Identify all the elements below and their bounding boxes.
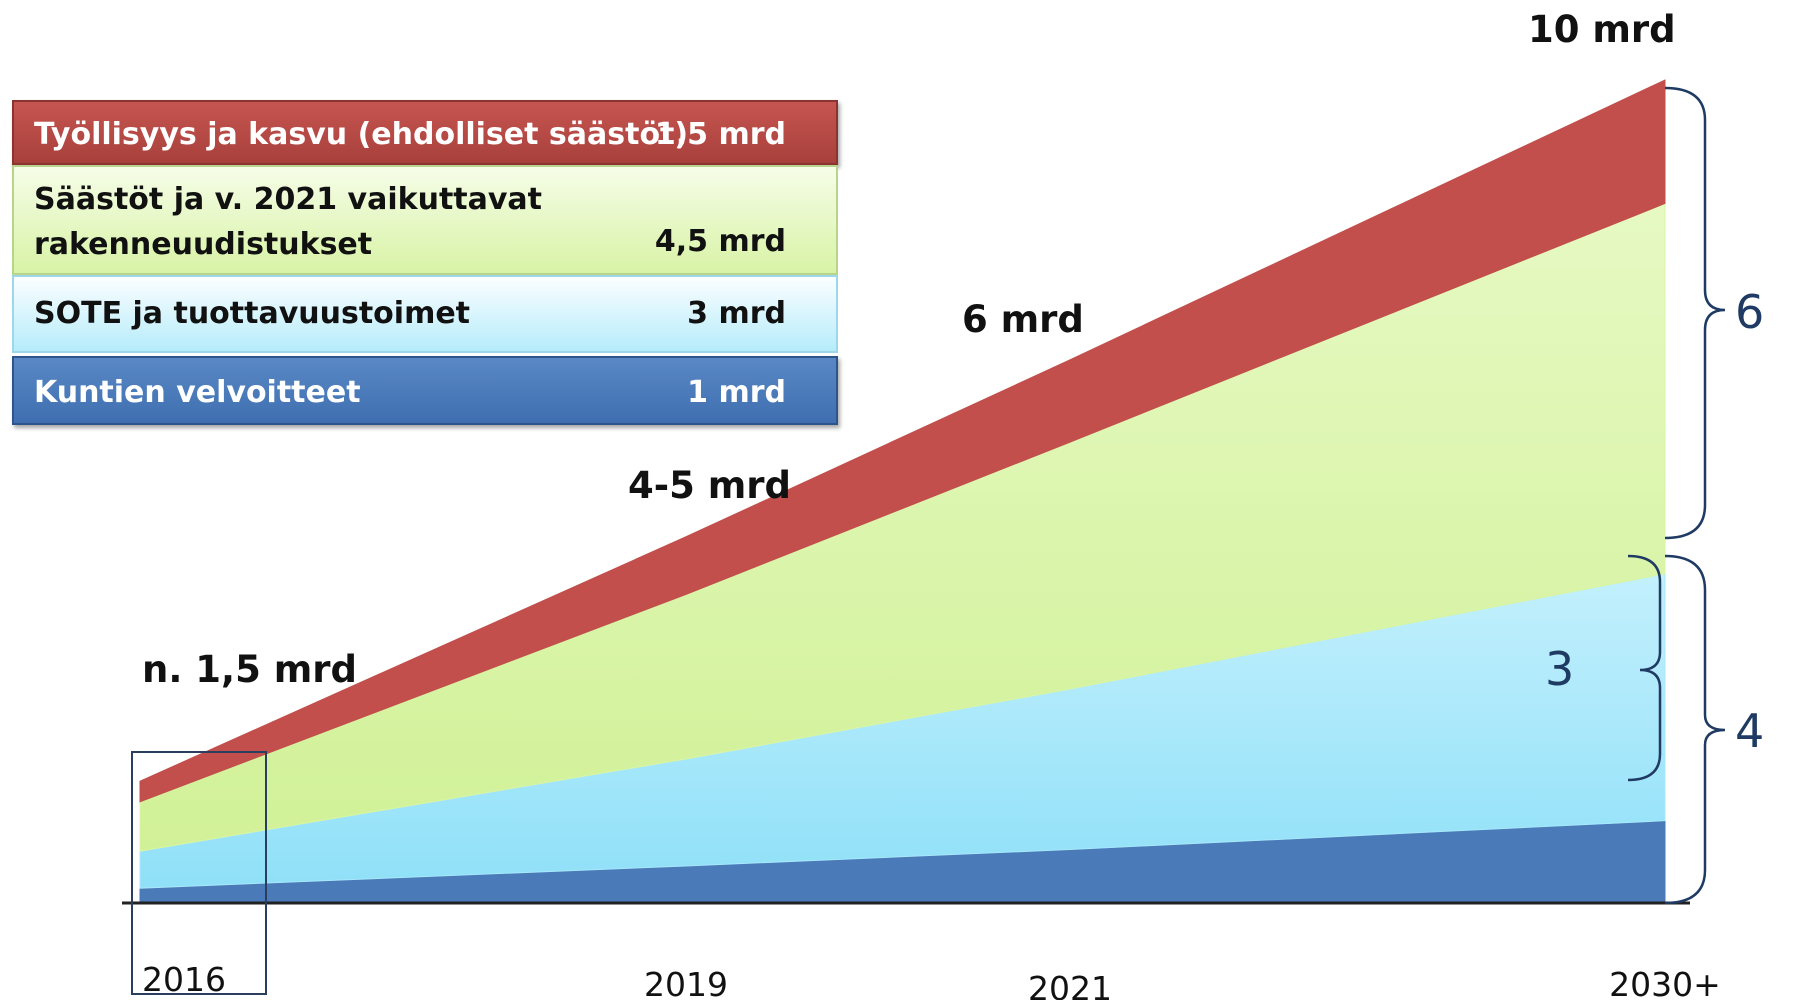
legend-box: Työllisyys ja kasvu (ehdolliset säästöt)… [12,100,838,425]
legend-value: 3 mrd [687,296,786,331]
area-layers [139,79,1666,904]
legend-label: SOTE ja tuottavuustoimet [34,296,471,331]
highlight-box-2016 [131,751,267,995]
legend-label: Kuntien velvoitteet [34,375,361,410]
x-axis-ticks: 2016 2019 2021 2030+ [142,960,1721,1000]
area-series-3 [139,79,1666,803]
legend-item-saastot: Säästöt ja v. 2021 vaikuttavat rakenneuu… [12,165,838,275]
x-tick-label: 2030+ [1609,965,1721,1000]
legend-item-sote: SOTE ja tuottavuustoimet 3 mrd [12,275,838,353]
x-tick-label: 2019 [644,965,728,1000]
legend-value: 1,5 mrd [654,117,786,152]
bracket-lower-4 [1664,554,1726,905]
brackets [1627,86,1726,905]
legend-label: Säästöt ja v. 2021 vaikuttavat rakenneuu… [34,182,543,262]
annotation-label: n. 1,5 mrd [142,648,357,691]
legend-value: 4,5 mrd [654,223,786,259]
bracket-inner-3 [1627,554,1662,782]
annotation-label: 10 mrd [1528,8,1676,51]
legend-label: Työllisyys ja kasvu (ehdolliset säästöt) [34,117,689,152]
bracket-upper-6 [1664,86,1726,540]
x-tick-label: 2016 [142,960,226,999]
x-tick-label: 2021 [1028,969,1112,1000]
bracket-label: 6 [1735,285,1764,339]
legend-item-kuntien: Kuntien velvoitteet 1 mrd [12,356,838,425]
annotation-label: 4-5 mrd [628,464,791,507]
legend-item-tyollisyys: Työllisyys ja kasvu (ehdolliset säästöt)… [12,100,838,165]
legend-value: 1 mrd [687,375,786,410]
bracket-label: 3 [1545,642,1574,696]
annotation-label: 6 mrd [962,298,1084,341]
annotations: n. 1,5 mrd 4-5 mrd 6 mrd 10 mrd [142,8,1676,691]
bracket-label: 4 [1735,704,1764,758]
